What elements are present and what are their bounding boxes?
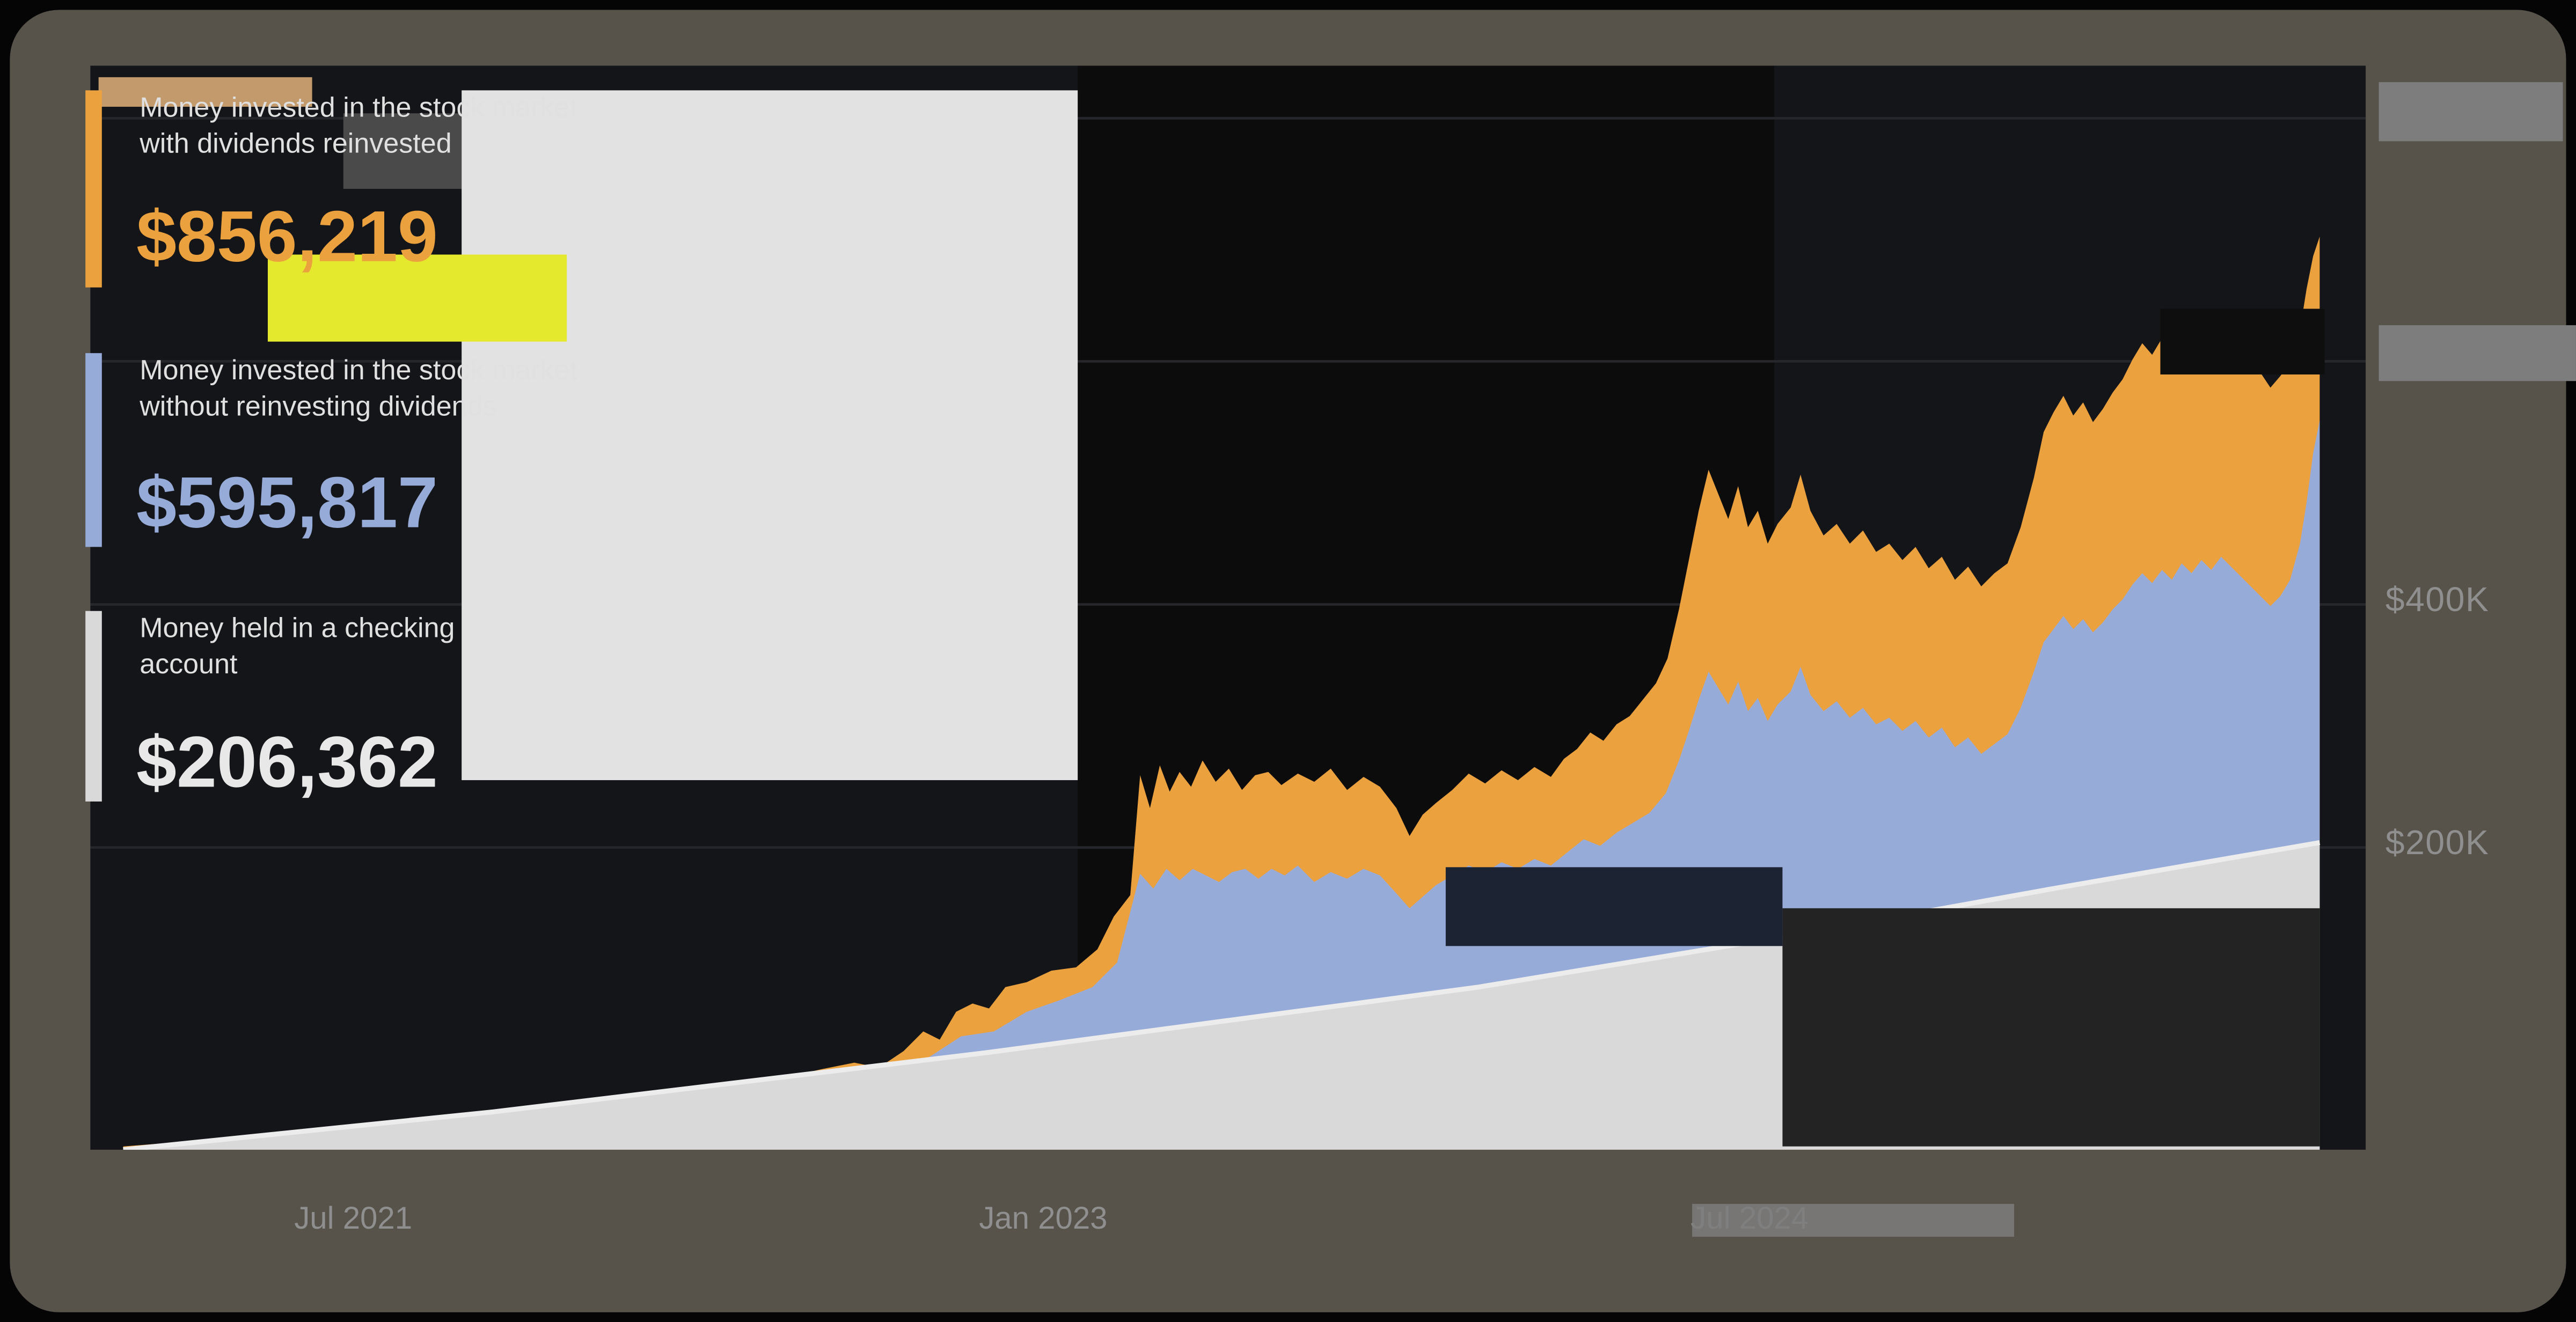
charcoal-artifact (1782, 908, 2320, 1147)
cover-bar-artifact (1692, 1203, 2015, 1237)
legend-value: $856,219 (136, 197, 438, 278)
x-axis-label-1: Jul 2021 (294, 1202, 413, 1237)
y-axis-label-400k: $400K (2385, 581, 2490, 620)
legend-swatch-orange (85, 90, 102, 288)
legend-swatch-grey (85, 611, 102, 802)
series-checking-line (123, 840, 2321, 1150)
cover-bar-artifact (2379, 325, 2576, 381)
yellow-artifact (267, 254, 567, 342)
x-axis-label-2: Jan 2023 (979, 1202, 1108, 1237)
navy-artifact (1445, 867, 1783, 946)
black-artifact (2160, 309, 2325, 374)
legend-swatch-blue (85, 353, 102, 547)
lightgrey-artifact (462, 90, 1078, 781)
legend-label-line1: Money held in a checking (140, 612, 455, 644)
tan-artifact (98, 77, 312, 107)
growth-area-chart[interactable] (90, 65, 2366, 1150)
legend-label-line2: account (140, 649, 238, 680)
legend-value: $206,362 (136, 722, 438, 803)
darkgrey-artifact (343, 113, 462, 189)
legend-label-line2: with dividends reinvested (140, 128, 452, 159)
legend-label-line2: without reinvesting dividends (140, 391, 497, 422)
series-checking-area (123, 842, 2320, 1150)
legend-value: $595,817 (136, 463, 438, 544)
y-axis-label-200k: $200K (2385, 824, 2490, 863)
legend-label-line1: Money invested in the stock market (140, 92, 577, 123)
legend-label-line1: Money invested in the stock market (140, 355, 577, 386)
cover-bar-artifact (2379, 82, 2563, 142)
